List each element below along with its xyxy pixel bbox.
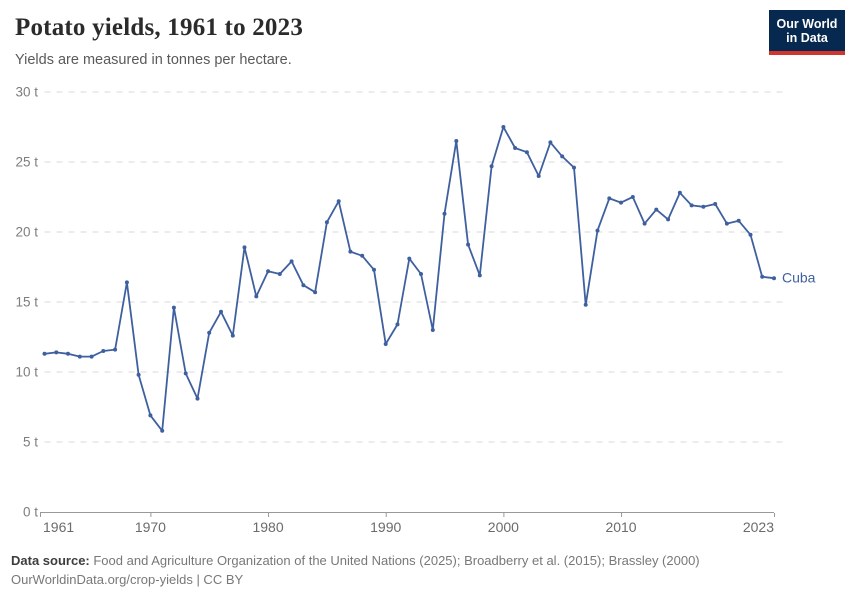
data-point[interactable] xyxy=(642,221,647,226)
y-tick-label: 20 t xyxy=(15,225,38,240)
data-point[interactable] xyxy=(313,290,318,295)
owid-logo[interactable]: Our World in Data xyxy=(769,10,845,55)
data-point[interactable] xyxy=(42,351,47,356)
data-point[interactable] xyxy=(160,428,165,433)
data-point[interactable] xyxy=(324,220,329,225)
data-point[interactable] xyxy=(89,354,94,359)
y-tick-label: 5 t xyxy=(23,435,38,450)
x-tick-label: 1990 xyxy=(370,519,401,535)
data-point[interactable] xyxy=(383,342,388,346)
data-point[interactable] xyxy=(407,256,412,261)
chart-footer: Data source: Food and Agriculture Organi… xyxy=(0,540,850,589)
data-point[interactable] xyxy=(360,253,365,258)
data-point[interactable] xyxy=(419,272,423,276)
data-point[interactable] xyxy=(195,396,200,401)
owid-logo-line2: in Data xyxy=(786,30,828,45)
x-tick-label: 1961 xyxy=(43,519,74,535)
data-point[interactable] xyxy=(66,351,70,356)
data-point[interactable] xyxy=(113,347,118,352)
data-point[interactable] xyxy=(254,294,259,299)
data-point[interactable] xyxy=(219,309,223,314)
data-point[interactable] xyxy=(724,221,729,226)
data-point[interactable] xyxy=(560,154,565,159)
line-chart[interactable]: 0 t 5 t 10 t 15 t 20 t 25 t 30 t 1961 1970 1980 19… xyxy=(0,80,850,540)
data-point[interactable] xyxy=(54,350,59,355)
series-line-cuba[interactable] xyxy=(43,126,775,432)
data-point[interactable] xyxy=(266,269,271,274)
data-point[interactable] xyxy=(607,196,612,201)
data-point[interactable] xyxy=(289,259,294,264)
data-point[interactable] xyxy=(513,146,518,150)
x-tick-label: 2010 xyxy=(605,519,636,535)
data-source-text: Food and Agriculture Organization of the… xyxy=(89,553,700,568)
data-point[interactable] xyxy=(630,195,635,199)
data-source-line: Data source: Food and Agriculture Organi… xyxy=(11,551,835,570)
data-point[interactable] xyxy=(677,190,682,195)
series-label-cuba[interactable]: Cuba xyxy=(782,270,816,286)
chart-header: Potato yields, 1961 to 2023 Yields are m… xyxy=(0,0,850,80)
data-point[interactable] xyxy=(442,211,447,216)
data-point[interactable] xyxy=(524,150,529,155)
data-point[interactable] xyxy=(230,333,235,338)
data-point[interactable] xyxy=(748,232,753,237)
x-tick-label: 2000 xyxy=(488,519,519,535)
data-point[interactable] xyxy=(736,218,741,223)
data-point[interactable] xyxy=(136,372,141,377)
data-point[interactable] xyxy=(148,413,153,418)
data-point[interactable] xyxy=(713,202,718,206)
owid-logo-line1: Our World xyxy=(776,16,838,31)
data-point[interactable] xyxy=(595,228,600,233)
data-point[interactable] xyxy=(372,267,376,272)
data-point[interactable] xyxy=(619,200,623,205)
data-point[interactable] xyxy=(171,305,176,310)
data-point[interactable] xyxy=(395,322,400,327)
chart-subtitle: Yields are measured in tonnes per hectar… xyxy=(15,52,292,68)
data-point[interactable] xyxy=(277,272,282,276)
data-point[interactable] xyxy=(666,217,671,222)
data-point[interactable] xyxy=(124,280,129,285)
data-point[interactable] xyxy=(689,203,694,208)
data-point[interactable] xyxy=(77,354,82,359)
data-point[interactable] xyxy=(489,164,494,169)
y-tick-label: 10 t xyxy=(15,365,38,380)
data-point[interactable] xyxy=(536,174,541,178)
data-point[interactable] xyxy=(701,204,706,209)
data-point[interactable] xyxy=(501,125,506,129)
data-point[interactable] xyxy=(572,165,576,170)
data-point[interactable] xyxy=(454,139,459,143)
data-point[interactable] xyxy=(348,249,353,254)
data-point[interactable] xyxy=(430,328,435,332)
data-source-label: Data source: xyxy=(11,553,90,568)
data-point[interactable] xyxy=(336,199,341,204)
data-point[interactable] xyxy=(583,302,588,307)
x-tick-label: 2023 xyxy=(743,519,774,535)
data-point[interactable] xyxy=(183,371,188,376)
y-tick-label: 30 t xyxy=(15,85,38,100)
chart-area: 0 t 5 t 10 t 15 t 20 t 25 t 30 t 1961 1970 1980 19… xyxy=(0,80,850,540)
data-point[interactable] xyxy=(242,245,247,250)
x-tick-label: 1980 xyxy=(252,519,283,535)
data-point[interactable] xyxy=(301,283,306,288)
y-tick-label: 0 t xyxy=(23,505,38,520)
data-point[interactable] xyxy=(477,273,482,278)
x-tick-label: 1970 xyxy=(135,519,166,535)
page-title: Potato yields, 1961 to 2023 xyxy=(15,14,304,41)
data-point[interactable] xyxy=(654,207,659,212)
data-point[interactable] xyxy=(101,349,106,353)
data-point[interactable] xyxy=(466,242,471,247)
license-line: OurWorldinData.org/crop-yields | CC BY xyxy=(11,572,244,587)
data-point[interactable] xyxy=(772,276,776,281)
data-point[interactable] xyxy=(760,274,765,279)
data-point[interactable] xyxy=(548,140,553,145)
y-tick-label: 25 t xyxy=(15,155,38,170)
data-point[interactable] xyxy=(207,330,212,335)
y-tick-label: 15 t xyxy=(15,295,38,310)
